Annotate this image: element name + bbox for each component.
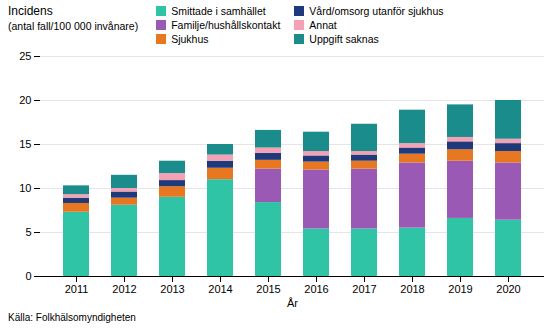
- svg-text:20: 20: [19, 94, 31, 106]
- html-text:Vård/omsorg utanför sjukhus: Vård/omsorg utanför sjukhus: [309, 4, 444, 17]
- html-text:Källa: Folkhälsomyndigheten: Källa: Folkhälsomyndigheten: [8, 312, 136, 323]
- svg-text:2019: 2019: [448, 283, 472, 295]
- svg-text:2014: 2014: [208, 283, 232, 295]
- svg-text:2015: 2015: [256, 283, 280, 295]
- html-text:Sjukhus: Sjukhus: [171, 32, 209, 45]
- svg-text:2020: 2020: [496, 283, 520, 295]
- svg-text:2012: 2012: [112, 283, 136, 295]
- svg-text:År: År: [287, 297, 298, 309]
- svg-text:2011: 2011: [65, 283, 89, 295]
- svg-text:2013: 2013: [160, 283, 184, 295]
- svg-text:25: 25: [19, 50, 31, 62]
- html-text:Incidens: Incidens: [8, 4, 53, 18]
- html-text:Annat: Annat: [309, 18, 337, 31]
- svg-text:15: 15: [19, 138, 31, 150]
- svg-text:2018: 2018: [400, 283, 424, 295]
- svg-text:10: 10: [19, 182, 31, 194]
- svg-text:2017: 2017: [352, 283, 376, 295]
- svg-text:0: 0: [25, 270, 31, 282]
- html-text:Familje/hushållskontakt: Familje/hushållskontakt: [171, 18, 281, 31]
- html-text:(antal fall/100 000 invånare): (antal fall/100 000 invånare): [8, 20, 139, 32]
- svg-text:5: 5: [25, 226, 31, 238]
- html-text:Uppgift saknas: Uppgift saknas: [309, 32, 379, 45]
- html-text:Smittade i samhället: Smittade i samhället: [171, 4, 266, 17]
- svg-text:2016: 2016: [304, 283, 328, 295]
